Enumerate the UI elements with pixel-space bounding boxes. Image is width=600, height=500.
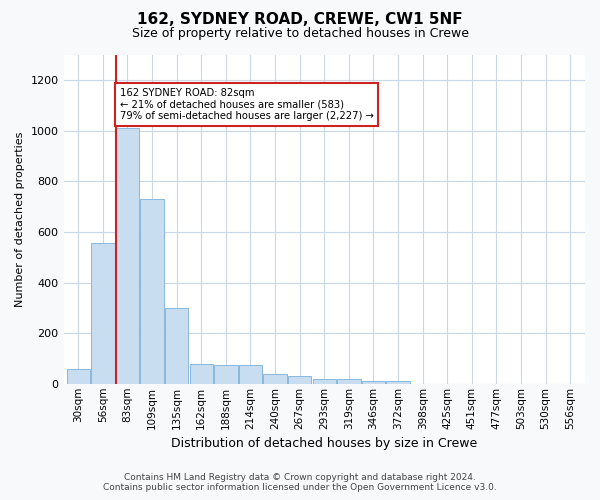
Bar	[337, 378, 361, 384]
Bar	[91, 244, 115, 384]
Bar	[362, 381, 385, 384]
Text: 162 SYDNEY ROAD: 82sqm
← 21% of detached houses are smaller (583)
79% of semi-de: 162 SYDNEY ROAD: 82sqm ← 21% of detached…	[119, 88, 373, 121]
Bar	[165, 308, 188, 384]
Bar	[313, 378, 336, 384]
Bar	[288, 376, 311, 384]
Bar	[239, 365, 262, 384]
Bar	[67, 368, 90, 384]
Y-axis label: Number of detached properties: Number of detached properties	[15, 132, 25, 307]
Text: Contains HM Land Registry data © Crown copyright and database right 2024.
Contai: Contains HM Land Registry data © Crown c…	[103, 473, 497, 492]
Bar	[190, 364, 213, 384]
Text: 162, SYDNEY ROAD, CREWE, CW1 5NF: 162, SYDNEY ROAD, CREWE, CW1 5NF	[137, 12, 463, 28]
X-axis label: Distribution of detached houses by size in Crewe: Distribution of detached houses by size …	[171, 437, 478, 450]
Bar	[214, 365, 238, 384]
Bar	[116, 128, 139, 384]
Bar	[263, 374, 287, 384]
Bar	[386, 381, 410, 384]
Bar	[140, 199, 164, 384]
Text: Size of property relative to detached houses in Crewe: Size of property relative to detached ho…	[131, 28, 469, 40]
